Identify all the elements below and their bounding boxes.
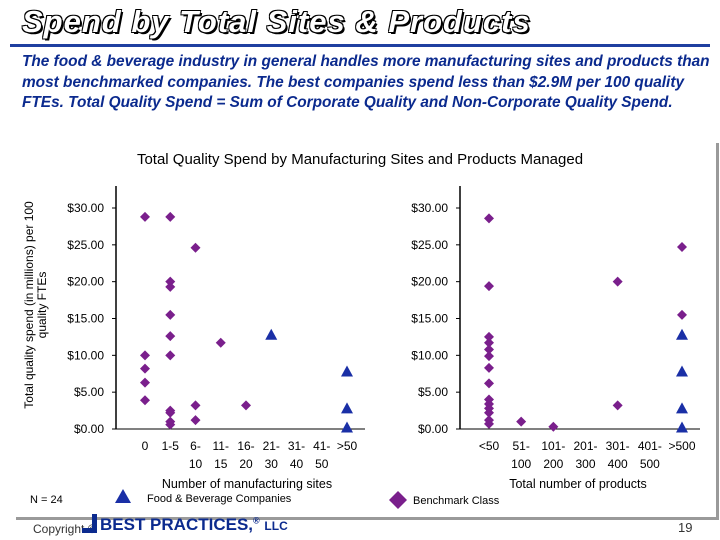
brand-llc: LLC bbox=[264, 519, 288, 533]
legend-label-food-beverage: Food & Beverage Companies bbox=[147, 493, 292, 505]
chart-panel bbox=[16, 143, 719, 520]
n-label: N = 24 bbox=[30, 494, 63, 506]
copyright-text: Copyright © bbox=[33, 522, 97, 536]
brand-registered-mark: ® bbox=[253, 515, 260, 526]
slide-title: Spend by Total Sites & Products bbox=[22, 4, 531, 39]
brand-logo-icon bbox=[82, 514, 97, 533]
chart-title: Total Quality Spend by Manufacturing Sit… bbox=[136, 151, 584, 168]
brand-text: BEST PRACTICES, bbox=[100, 515, 254, 534]
page-number: 19 bbox=[678, 520, 693, 535]
legend-triangle-icon bbox=[115, 489, 131, 503]
legend-label-benchmark: Benchmark Class bbox=[413, 495, 500, 507]
brand-name: BEST PRACTICES,® LLC bbox=[100, 515, 288, 535]
intro-text: The food & beverage industry in general … bbox=[22, 53, 710, 111]
legend-diamond-icon bbox=[389, 491, 407, 509]
title-rule bbox=[10, 44, 710, 47]
